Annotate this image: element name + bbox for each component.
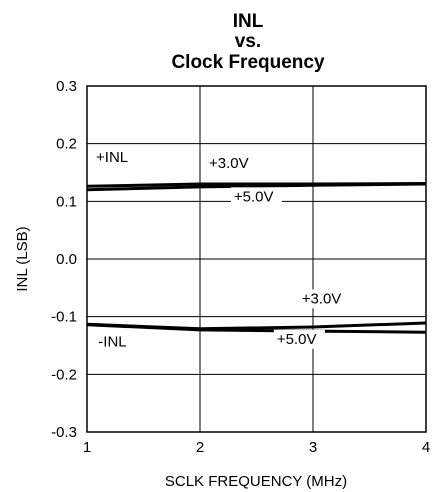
x-tick-label: 3 <box>309 439 317 456</box>
annotations: +INL +3.0V +5.0V +3.0V -INL +5.0V <box>93 148 350 352</box>
annotation-background <box>206 153 258 173</box>
series-line-4 <box>86 323 427 334</box>
chart-title: INL vs. Clock Frequency <box>171 11 325 73</box>
y-tick-label: 0.3 <box>56 78 77 95</box>
series-lines <box>86 182 427 334</box>
y-tick-label: -0.3 <box>51 424 77 441</box>
tick-labels: 1 2 3 4 0.3 0.2 0.1 0.0 -0.1 -0.2 -0.3 <box>51 78 430 456</box>
annotation-background <box>93 148 136 168</box>
annotation-background <box>95 332 138 352</box>
plot-frame <box>86 85 427 433</box>
annotation-label: +3.0V <box>209 155 249 172</box>
annotation-background <box>273 329 325 349</box>
x-tick-label: 2 <box>196 439 204 456</box>
annotation-background <box>230 187 282 207</box>
annotation-label: +INL <box>96 149 128 166</box>
y-tick-label: -0.1 <box>51 309 77 326</box>
y-tick-label: 0.0 <box>56 251 77 268</box>
y-axis-label: INL (LSB) <box>14 226 31 291</box>
grid-lines <box>86 85 427 433</box>
annotation-label: +3.0V <box>302 290 342 307</box>
x-tick-label: 1 <box>83 439 91 456</box>
y-tick-label: 0.1 <box>56 193 77 210</box>
chart-title-line-1: INL <box>233 11 264 32</box>
annotation-label: -INL <box>98 334 126 351</box>
x-tick-label: 4 <box>422 439 430 456</box>
annotation-label: +5.0V <box>277 331 317 348</box>
y-tick-label: 0.2 <box>56 136 77 153</box>
chart-title-line-2: vs. <box>235 31 261 52</box>
annotation-label: +5.0V <box>234 188 274 205</box>
annotation-background <box>298 289 350 309</box>
y-tick-label: -0.2 <box>51 366 77 383</box>
series-line-2 <box>86 182 427 192</box>
x-axis-label: SCLK FREQUENCY (MHz) <box>165 473 347 490</box>
chart-title-line-3: Clock Frequency <box>171 52 325 73</box>
